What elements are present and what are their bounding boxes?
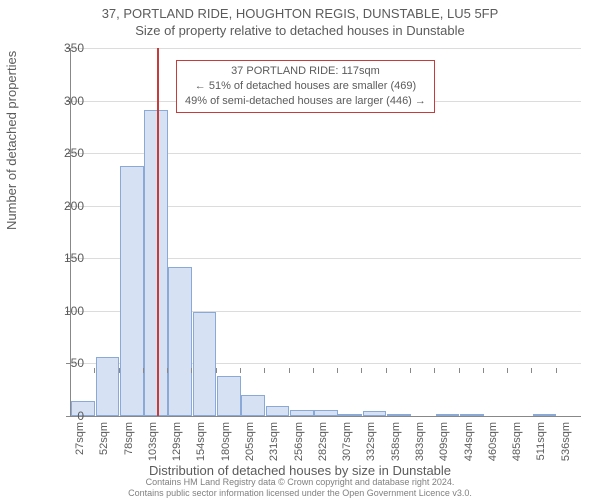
x-tick-mark <box>94 368 95 373</box>
histogram-bar <box>387 414 411 416</box>
chart-title-main: 37, PORTLAND RIDE, HOUGHTON REGIS, DUNST… <box>0 0 600 21</box>
x-tick-mark <box>507 368 508 373</box>
y-tick-label: 300 <box>44 94 84 108</box>
y-tick-label: 100 <box>44 304 84 318</box>
histogram-bar <box>290 410 314 416</box>
x-tick-mark <box>167 368 168 373</box>
x-tick-label: 536sqm <box>560 422 572 461</box>
x-tick-label: 358sqm <box>390 422 402 461</box>
annotation-line: 49% of semi-detached houses are larger (… <box>185 94 426 109</box>
x-tick-label: 231sqm <box>268 422 280 461</box>
histogram-bar <box>266 406 290 417</box>
x-tick-mark <box>459 368 460 373</box>
x-tick-label: 129sqm <box>171 422 183 461</box>
x-tick-mark <box>313 368 314 373</box>
chart-title-sub: Size of property relative to detached ho… <box>0 21 600 38</box>
x-axis-label: Distribution of detached houses by size … <box>0 463 600 478</box>
reference-line <box>157 48 159 416</box>
x-tick-label: 103sqm <box>147 422 159 461</box>
x-tick-label: 485sqm <box>511 422 523 461</box>
x-tick-mark <box>289 368 290 373</box>
x-tick-label: 511sqm <box>535 422 547 460</box>
histogram-bar <box>363 411 387 416</box>
y-tick-label: 50 <box>44 356 84 370</box>
histogram-bar <box>533 414 557 416</box>
y-tick-label: 200 <box>44 199 84 213</box>
y-axis-label: Number of detached properties <box>4 51 19 230</box>
x-tick-label: 256sqm <box>293 422 305 461</box>
y-tick-label: 0 <box>44 409 84 423</box>
histogram-bar <box>338 414 362 416</box>
histogram-bar <box>314 410 338 416</box>
x-tick-label: 332sqm <box>365 422 377 461</box>
histogram-bar <box>96 357 120 416</box>
x-tick-mark <box>240 368 241 373</box>
x-tick-mark <box>386 368 387 373</box>
annotation-line: ← 51% of detached houses are smaller (46… <box>185 79 426 94</box>
x-tick-label: 383sqm <box>414 422 426 461</box>
histogram-bar <box>193 312 217 416</box>
x-tick-label: 307sqm <box>341 422 353 461</box>
x-tick-mark <box>361 368 362 373</box>
x-tick-mark <box>216 368 217 373</box>
x-tick-mark <box>483 368 484 373</box>
x-tick-mark <box>434 368 435 373</box>
x-tick-mark <box>556 368 557 373</box>
annotation-line: 37 PORTLAND RIDE: 117sqm <box>185 64 426 79</box>
x-tick-label: 205sqm <box>244 422 256 461</box>
histogram-bar <box>460 414 484 416</box>
x-tick-mark <box>143 368 144 373</box>
x-tick-mark <box>119 368 120 373</box>
x-tick-label: 434sqm <box>463 422 475 461</box>
x-tick-label: 460sqm <box>487 422 499 461</box>
histogram-bar <box>120 166 144 416</box>
x-tick-label: 52sqm <box>98 422 110 455</box>
histogram-bar <box>217 376 241 416</box>
annotation-box: 37 PORTLAND RIDE: 117sqm ← 51% of detach… <box>176 60 435 113</box>
x-tick-mark <box>410 368 411 373</box>
x-tick-mark <box>70 368 71 373</box>
footer-line: Contains public sector information licen… <box>0 488 600 498</box>
x-tick-label: 409sqm <box>438 422 450 461</box>
x-tick-label: 27sqm <box>74 422 86 455</box>
x-tick-label: 180sqm <box>220 422 232 461</box>
footer-line: Contains HM Land Registry data © Crown c… <box>0 477 600 487</box>
x-tick-mark <box>337 368 338 373</box>
x-tick-mark <box>264 368 265 373</box>
y-tick-label: 150 <box>44 251 84 265</box>
x-tick-mark <box>531 368 532 373</box>
x-tick-mark <box>191 368 192 373</box>
x-tick-label: 154sqm <box>195 422 207 461</box>
plot-area: 37 PORTLAND RIDE: 117sqm ← 51% of detach… <box>70 48 581 417</box>
histogram-bar <box>168 267 192 416</box>
x-tick-label: 78sqm <box>123 422 135 455</box>
x-tick-label: 282sqm <box>317 422 329 461</box>
chart-wrap: 37, PORTLAND RIDE, HOUGHTON REGIS, DUNST… <box>0 0 600 500</box>
histogram-bar <box>241 395 265 416</box>
footer: Contains HM Land Registry data © Crown c… <box>0 477 600 498</box>
y-tick-label: 350 <box>44 41 84 55</box>
histogram-bar <box>436 414 460 416</box>
y-tick-label: 250 <box>44 146 84 160</box>
